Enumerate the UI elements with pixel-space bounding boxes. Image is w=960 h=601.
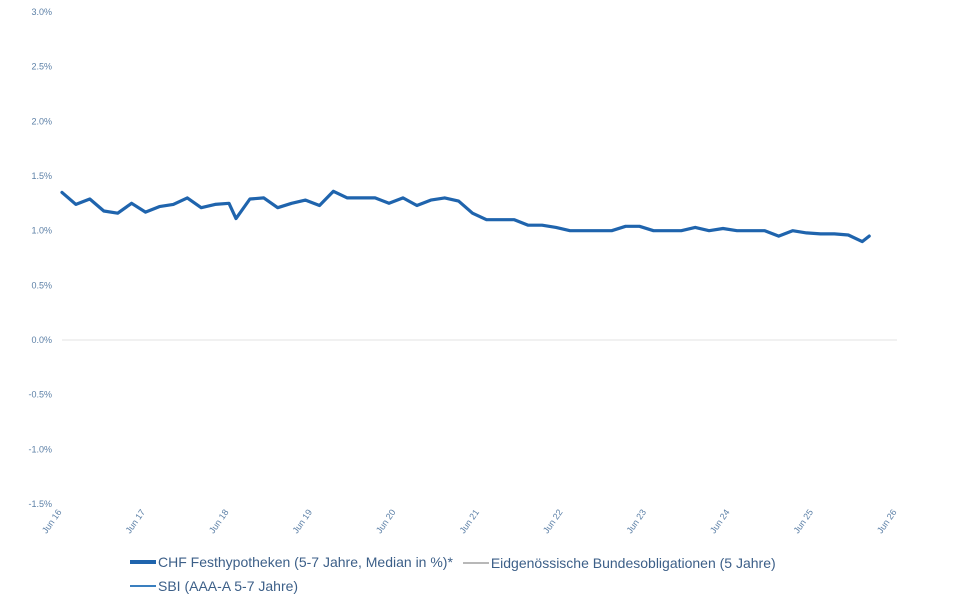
legend-label-bonds: Eidgenössische Bundesobligationen (5 Jah… bbox=[490, 555, 776, 571]
y-tick-label: 2.0% bbox=[31, 116, 52, 126]
x-tick-label: Jun 23 bbox=[624, 507, 648, 535]
x-tick-label: Jun 26 bbox=[875, 507, 899, 535]
legend-label-mortgage: CHF Festhypotheken (5-7 Jahre, Median in… bbox=[158, 554, 453, 570]
y-tick-label: -0.5% bbox=[28, 390, 52, 400]
legend-swatch-mortgage bbox=[130, 560, 156, 564]
legend-label-sbi: SBI (AAA-A 5-7 Jahre) bbox=[158, 578, 299, 594]
y-tick-label: -1.0% bbox=[28, 444, 52, 454]
y-tick-label: 0.0% bbox=[31, 335, 52, 345]
y-tick-label: 1.5% bbox=[31, 171, 52, 181]
legend-item-sbi: SBI (AAA-A 5-7 Jahre) bbox=[130, 575, 298, 597]
x-tick-label: Jun 21 bbox=[457, 507, 481, 535]
x-tick-label: Jun 22 bbox=[541, 507, 565, 535]
x-tick-label: Jun 18 bbox=[207, 507, 231, 535]
y-tick-label: -1.5% bbox=[28, 499, 52, 509]
x-tick-label: Jun 19 bbox=[290, 507, 314, 535]
series-line-0 bbox=[60, 189, 871, 244]
chart-series bbox=[60, 189, 871, 244]
legend-item-mortgage: CHF Festhypotheken (5-7 Jahre, Median in… bbox=[130, 551, 453, 573]
x-tick-label: Jun 17 bbox=[123, 507, 147, 535]
chart-legend: CHF Festhypotheken (5-7 Jahre, Median in… bbox=[130, 551, 890, 597]
x-tick-label: Jun 16 bbox=[40, 507, 64, 535]
x-axis: Jun 16 Jun 17 Jun 18 Jun 19 Jun 20 Jun 21 Jun … bbox=[40, 507, 899, 535]
x-tick-label: Jun 25 bbox=[791, 507, 815, 535]
x-tick-label: Jun 20 bbox=[374, 507, 398, 535]
y-tick-label: 0.5% bbox=[31, 280, 52, 290]
x-tick-label: Jun 24 bbox=[708, 507, 732, 535]
y-tick-label: 3.0% bbox=[31, 7, 52, 17]
y-tick-label: 1.0% bbox=[31, 226, 52, 236]
legend-swatch-bonds bbox=[462, 562, 489, 564]
y-tick-label: 2.5% bbox=[31, 62, 52, 72]
legend-item-bonds: Eidgenössische Bundesobligationen (5 Jah… bbox=[462, 552, 776, 574]
y-axis: -1.5% -1.0% -0.5% 0.0% 0.5% 1.0% 1.5% 2.0% 2.5% 3… bbox=[28, 7, 52, 509]
legend-swatch-sbi bbox=[130, 585, 156, 587]
